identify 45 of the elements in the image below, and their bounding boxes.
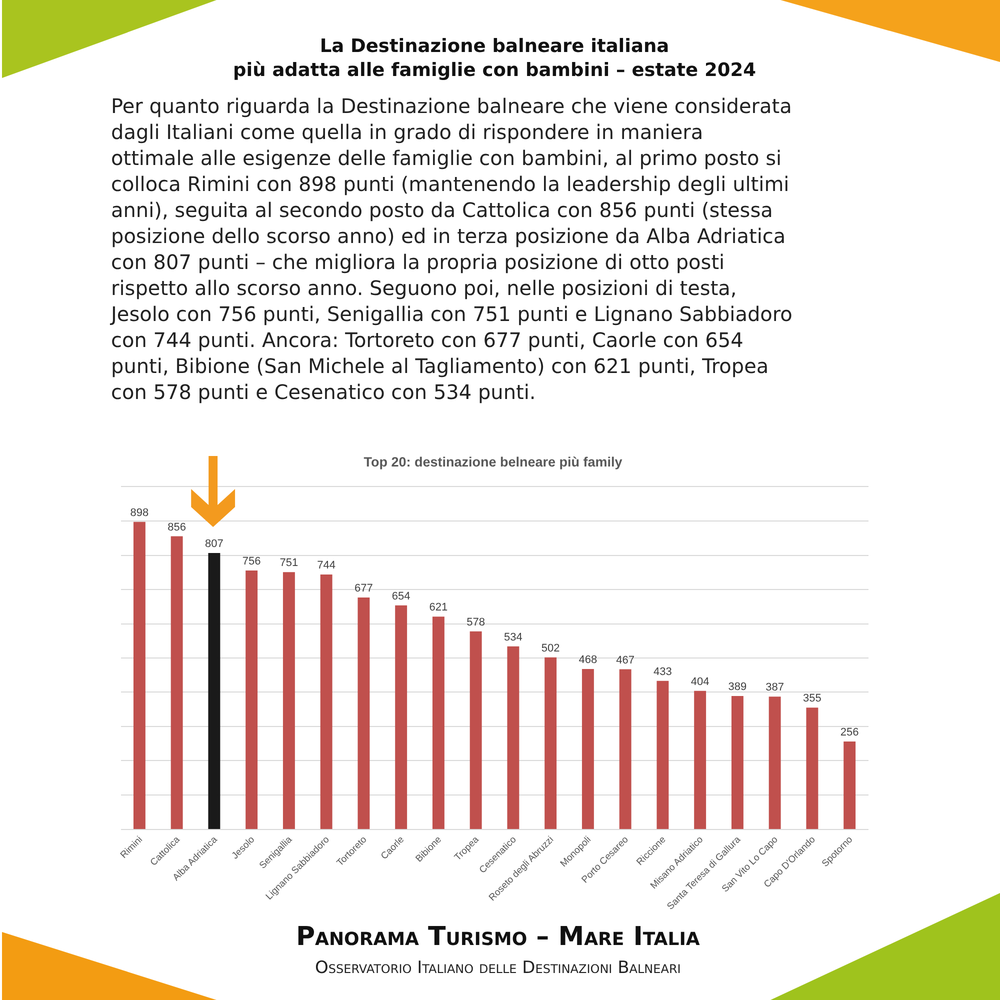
data-label: 404 [690, 676, 710, 688]
data-label: 387 [766, 682, 784, 694]
bar [731, 696, 744, 829]
data-label: 744 [317, 560, 336, 572]
data-label: 621 [429, 602, 448, 614]
bar [133, 522, 146, 829]
data-label: 677 [354, 582, 373, 594]
bar [395, 605, 408, 829]
chart-title: Top 20: destinazione belneare più family [364, 454, 623, 470]
data-label: 256 [840, 726, 859, 738]
bar [170, 536, 183, 829]
bar [432, 616, 444, 829]
data-label: 756 [242, 555, 261, 568]
data-label: 807 [205, 538, 224, 550]
bar [470, 631, 482, 829]
bar [806, 708, 818, 829]
bar [507, 646, 520, 829]
bar [656, 680, 669, 829]
bar [358, 597, 370, 829]
data-label: 389 [728, 680, 747, 693]
data-label: 433 [654, 666, 672, 678]
bar [320, 574, 332, 829]
data-label: 467 [616, 654, 634, 666]
bar [844, 741, 856, 829]
bar [768, 696, 781, 829]
text: Per quanto riguarda la Destinazione balneare che viene considerata dagli Italiani come quella in grado di rispondere in maniera ottimale alle esigenze delle famiglie con bambini, al primo posto si colloca Rimini con 898 punti (mantenendo la leadership degli ultimi anni), seguita al secondo posto da Cattolica con 856 punti (stessa posizione dello scorso anno) ed in terza posizione da Alba Adriatica con 807 punti – che migliora la propria posizione di otto posti rispetto allo scorso anno. Seguono poi, nelle posizioni di testa, Jesolo con 756 punti, Senigallia con 751 punti e Lignano Sabbiadoro con 744 punti. Ancora: Tortoreto con 677 punti, Caorle con 654 punti, Bibione (San Michele al Tagliamento) con 621 punti, Tropea con 578 punti e Cesenatico con 534 punti. [111, 94, 792, 404]
data-label: 654 [392, 590, 410, 602]
data-label: 751 [280, 557, 298, 570]
bar [208, 553, 220, 829]
bar [582, 668, 594, 829]
data-label: 502 [541, 642, 560, 654]
text: Panorama Turismo – Mare Italia [296, 922, 700, 952]
text: La Destinazione balneare italiana più adatta alle famiglie con bambini – estate 2024 [233, 36, 756, 82]
data-label: 898 [130, 506, 149, 519]
bar [619, 669, 632, 829]
bar [544, 657, 557, 829]
data-label: 578 [466, 616, 485, 628]
data-label: 856 [168, 521, 186, 534]
bar [694, 690, 706, 829]
bar [282, 572, 295, 829]
bar [246, 570, 258, 829]
data-label: 468 [578, 654, 598, 666]
data-label: 355 [803, 692, 822, 705]
text: Osservatorio Italiano delle Destinazioni Balneari [315, 958, 681, 978]
data-label: 534 [504, 631, 522, 644]
